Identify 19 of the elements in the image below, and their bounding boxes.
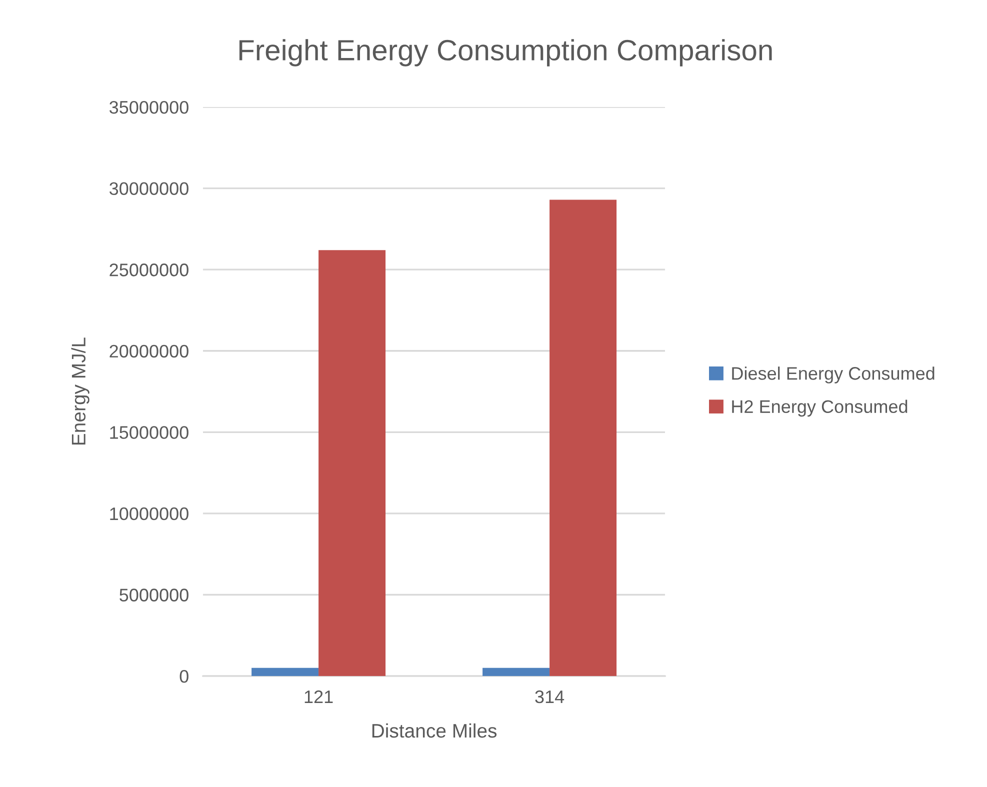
chart-title: Freight Energy Consumption Comparison	[239, 39, 772, 66]
y-tick-label: 10000000	[110, 507, 188, 520]
y-tick-label: 0	[180, 670, 188, 683]
legend-label: Diesel Energy Consumed	[732, 366, 934, 384]
bar	[550, 200, 617, 676]
legend-label: H2 Energy Consumed	[732, 400, 908, 417]
x-axis-title: Distance Miles	[372, 723, 497, 738]
y-tick-label: 5000000	[120, 588, 188, 602]
y-tick-label: 25000000	[110, 264, 188, 276]
y-tick-label: 20000000	[110, 344, 188, 358]
bar	[482, 668, 550, 676]
y-tick-label: 15000000	[110, 426, 188, 439]
y-tick-label: 30000000	[110, 182, 188, 196]
x-tick-label: 314	[535, 690, 564, 704]
bar	[252, 668, 319, 676]
y-tick-label: 35000000	[110, 100, 188, 114]
x-tick-label: 121	[304, 690, 333, 704]
y-axis-title: Energy MJ/L	[71, 338, 90, 445]
bar	[318, 250, 386, 676]
